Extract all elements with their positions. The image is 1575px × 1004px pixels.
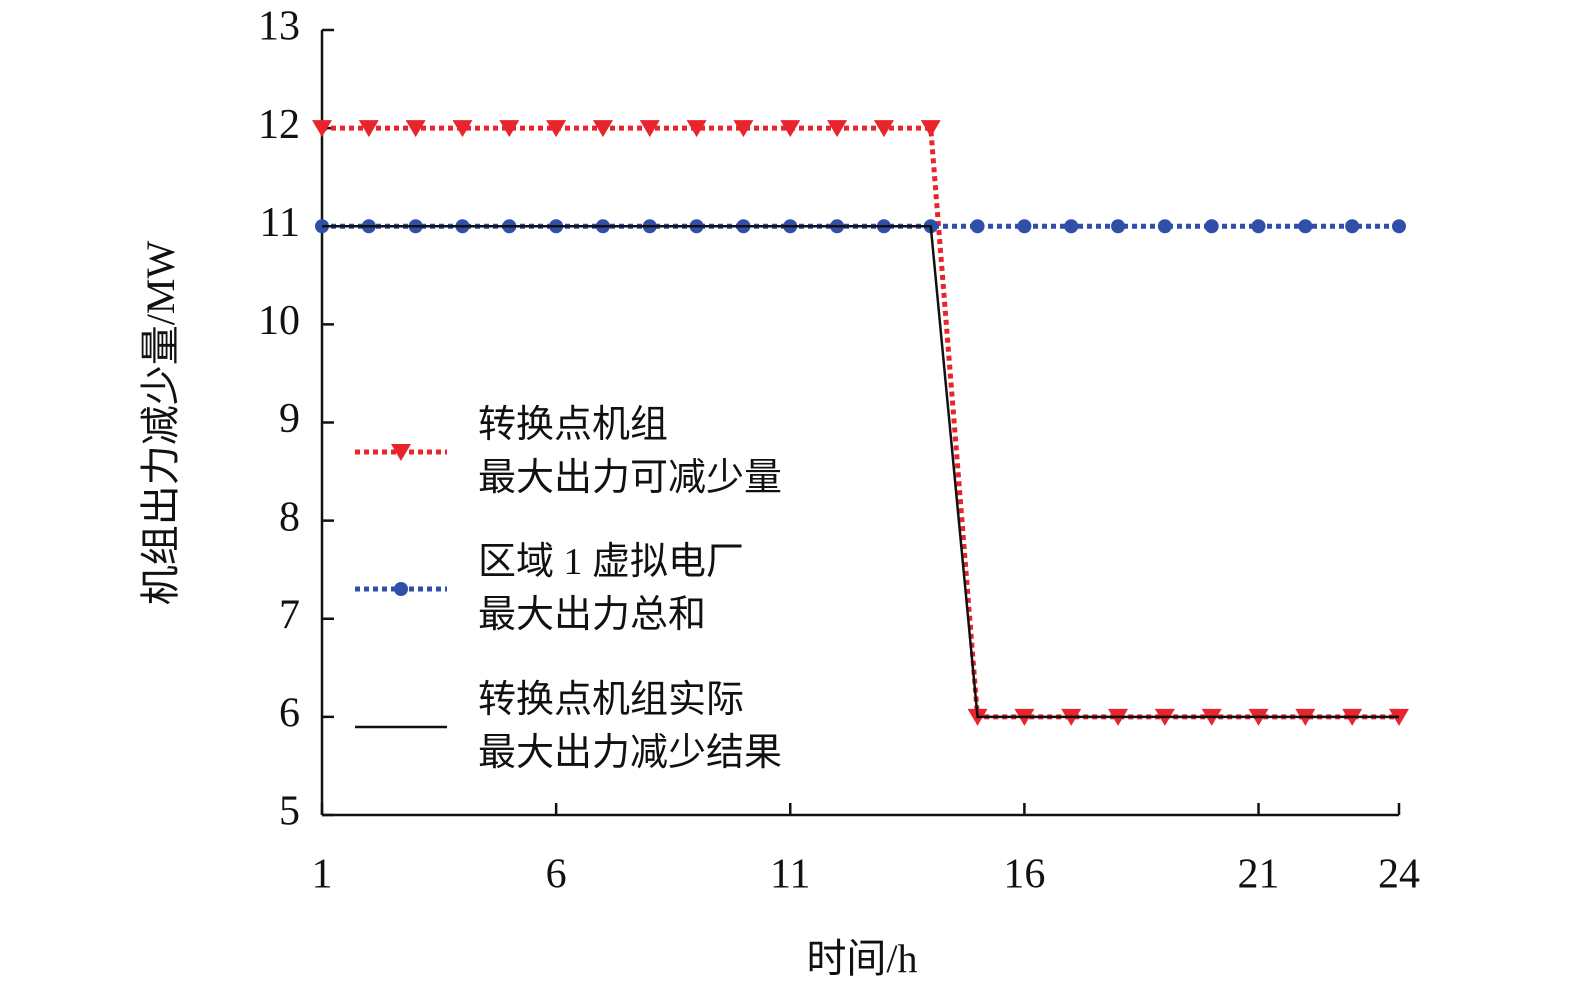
- x-axis-label: 时间/h: [806, 936, 917, 981]
- y-tick-label: 9: [279, 396, 300, 442]
- y-tick-label: 5: [279, 789, 300, 835]
- data-point: [1017, 219, 1032, 234]
- legend-marker: [391, 444, 411, 461]
- y-tick-label: 10: [258, 298, 300, 344]
- data-point: [405, 120, 426, 138]
- data-point: [1111, 219, 1126, 234]
- x-tick-label: 16: [1003, 852, 1045, 898]
- y-tick-label: 12: [258, 102, 300, 148]
- y-tick-label: 8: [279, 494, 300, 540]
- x-tick-label: 6: [546, 852, 567, 898]
- data-point: [827, 120, 848, 138]
- legend-label-line: 最大出力总和: [478, 594, 706, 636]
- data-point: [499, 120, 520, 138]
- legend-label-line: 转换点机组实际: [478, 679, 744, 721]
- data-point: [452, 120, 473, 138]
- x-tick-label: 11: [770, 852, 810, 898]
- x-tick-label: 21: [1238, 852, 1280, 898]
- data-point: [733, 120, 754, 138]
- y-tick-label: 7: [279, 592, 300, 638]
- data-point: [970, 219, 985, 234]
- y-axis-label: 机组出力减少量/MW: [138, 241, 183, 606]
- data-point: [920, 120, 941, 138]
- legend-label: 转换点机组实际最大出力减少结果: [478, 679, 782, 774]
- data-point: [1298, 219, 1313, 234]
- data-point: [1064, 219, 1079, 234]
- series-line: [322, 225, 1399, 719]
- data-point: [1251, 219, 1266, 234]
- data-point: [312, 120, 332, 138]
- data-point: [546, 120, 567, 138]
- data-point: [780, 120, 801, 138]
- data-point: [1204, 219, 1219, 234]
- data-point: [358, 120, 379, 138]
- legend-label-line: 最大出力减少结果: [478, 732, 782, 774]
- legend-label-line: 区域 1 虚拟电厂: [478, 541, 744, 583]
- data-point: [686, 120, 707, 138]
- y-tick-label: 13: [258, 4, 300, 50]
- y-tick-label: 11: [260, 200, 300, 246]
- data-point: [1345, 219, 1360, 234]
- legend-marker: [394, 582, 408, 596]
- legend-label-line: 转换点机组: [478, 404, 668, 446]
- legend-label: 区域 1 虚拟电厂最大出力总和: [478, 541, 744, 636]
- data-point: [873, 120, 894, 138]
- x-tick-label: 1: [312, 852, 333, 898]
- legend-label-line: 最大出力可减少量: [478, 457, 782, 499]
- data-point: [1157, 219, 1172, 234]
- legend-label: 转换点机组最大出力可减少量: [478, 404, 782, 499]
- x-tick-label: 24: [1378, 852, 1420, 898]
- data-point: [592, 120, 613, 138]
- data-point: [1392, 219, 1406, 234]
- data-point: [639, 120, 660, 138]
- y-tick-label: 6: [279, 691, 300, 737]
